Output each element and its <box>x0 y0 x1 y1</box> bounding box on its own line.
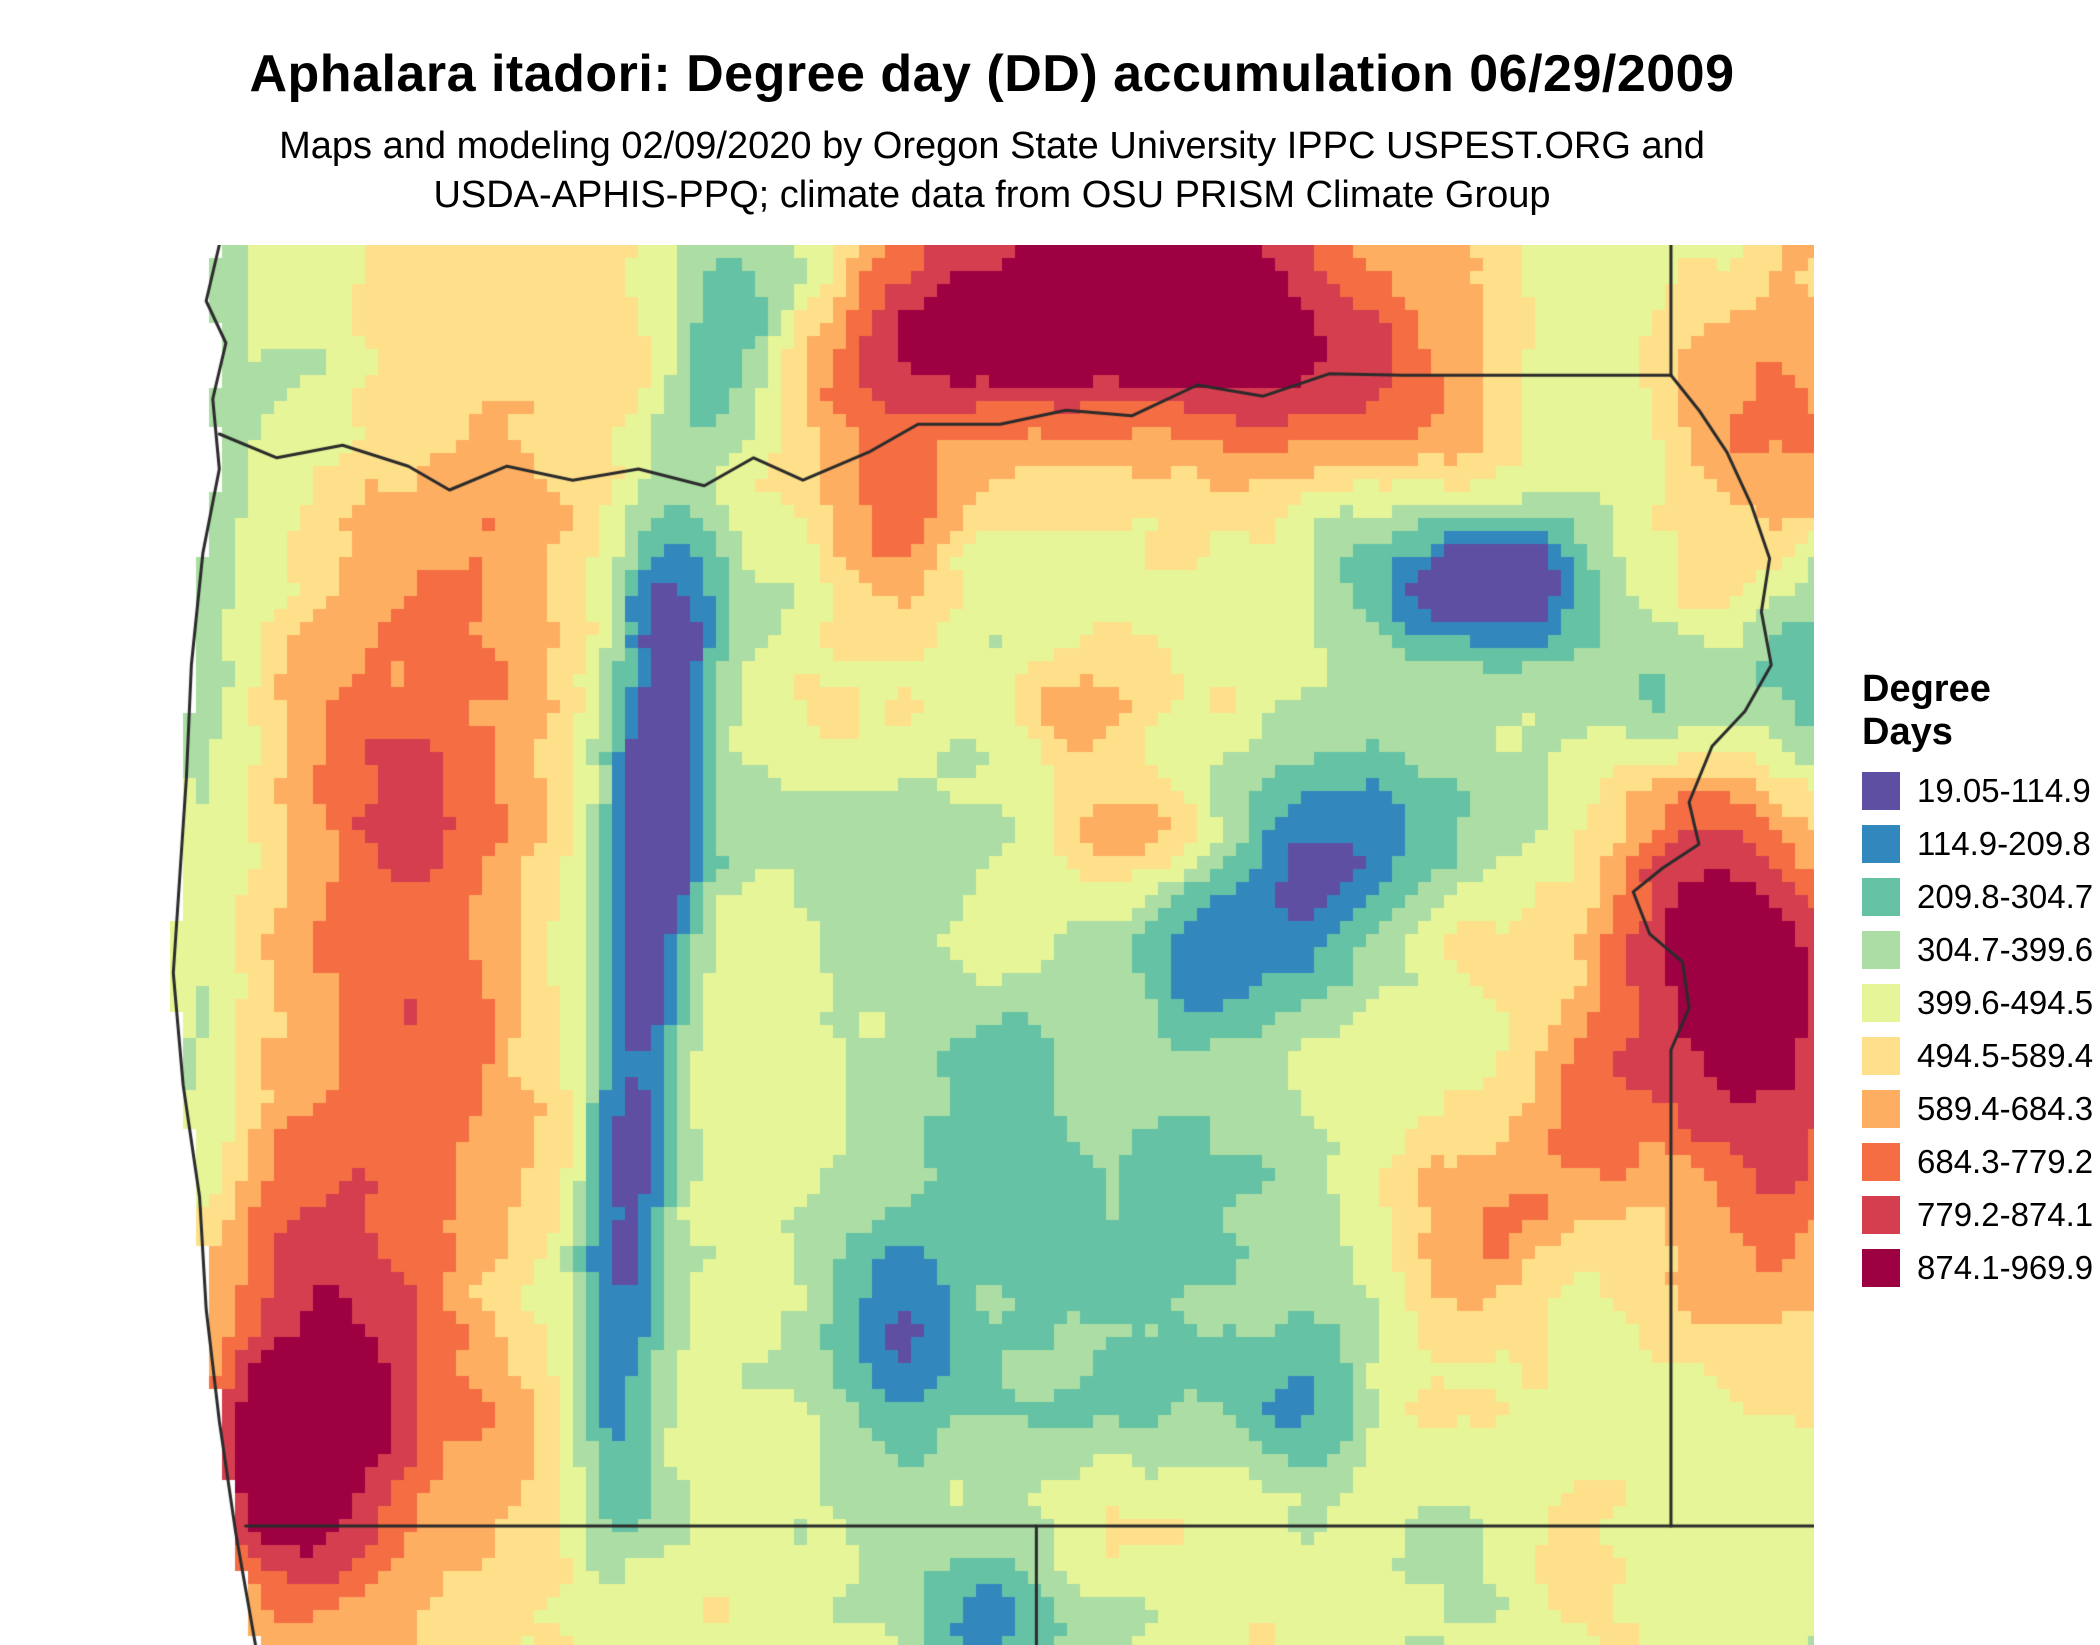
legend-swatch <box>1862 1196 1900 1234</box>
legend-swatch <box>1862 1143 1900 1181</box>
legend-label: 684.3-779.2 <box>1917 1143 2094 1180</box>
legend-items: 19.05-114.9 114.9-209.8 209.8-304.7 304.7-3… <box>1862 772 2094 1287</box>
legend-swatch <box>1862 931 1900 969</box>
legend-label: 494.5-589.4 <box>1917 1037 2094 1074</box>
legend-swatch <box>1862 878 1900 916</box>
legend-label: 779.2-874.1 <box>1917 1196 2094 1233</box>
legend-item: 209.8-304.7 <box>1862 878 2094 916</box>
legend-swatch <box>1862 1037 1900 1075</box>
legend-label: 399.6-494.5 <box>1917 984 2094 1021</box>
legend-swatch <box>1862 1249 1900 1287</box>
legend-item: 494.5-589.4 <box>1862 1037 2094 1075</box>
legend-item: 19.05-114.9 <box>1862 772 2092 810</box>
legend-swatch <box>1862 984 1900 1022</box>
subtitle-line-1: Maps and modeling 02/09/2020 by Oregon S… <box>279 125 1705 167</box>
legend-label: 19.05-114.9 <box>1917 772 2091 809</box>
legend-item: 304.7-399.6 <box>1862 931 2094 969</box>
legend-item: 779.2-874.1 <box>1862 1196 2094 1234</box>
legend-title: Degree Days <box>1862 668 1991 753</box>
legend-label: 304.7-399.6 <box>1917 931 2094 968</box>
degree-day-map-canvas <box>170 245 1814 1645</box>
legend-item: 684.3-779.2 <box>1862 1143 2094 1181</box>
legend: Degree Days 19.05-114.9 114.9-209.8 209.8-… <box>1862 668 2094 1302</box>
legend-item: 874.1-969.9 <box>1862 1249 2094 1287</box>
subtitle: Maps and modeling 02/09/2020 by Oregon S… <box>170 122 1814 219</box>
legend-item: 589.4-684.3 <box>1862 1090 2094 1128</box>
legend-item: 114.9-209.8 <box>1862 825 2092 863</box>
legend-item: 399.6-494.5 <box>1862 984 2094 1022</box>
legend-label: 114.9-209.8 <box>1917 825 2091 862</box>
legend-swatch <box>1862 1090 1900 1128</box>
page-title: Aphalara itadori: Degree day (DD) accumu… <box>249 45 1735 103</box>
legend-swatch <box>1862 825 1900 863</box>
legend-label: 209.8-304.7 <box>1917 878 2094 915</box>
legend-label: 874.1-969.9 <box>1917 1249 2094 1286</box>
legend-swatch <box>1862 772 1900 810</box>
subtitle-line-2: USDA-APHIS-PPQ; climate data from OSU PR… <box>433 173 1551 216</box>
legend-label: 589.4-684.3 <box>1917 1090 2094 1127</box>
